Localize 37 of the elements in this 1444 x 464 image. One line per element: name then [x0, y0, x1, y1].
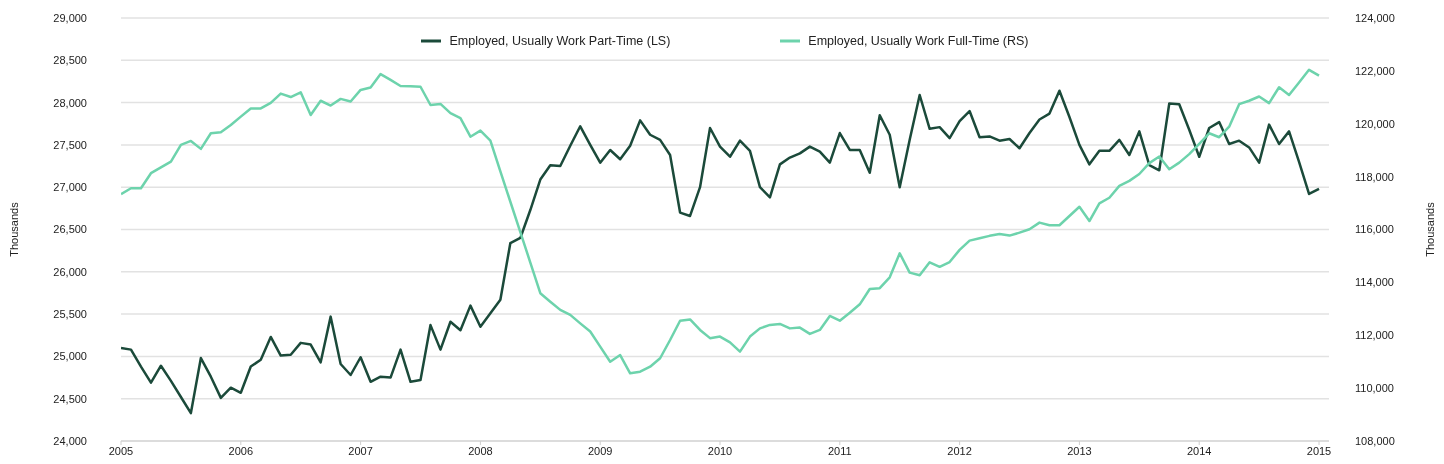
- line-series: [121, 68, 1321, 375]
- y-tick-label: 25,000: [53, 350, 87, 363]
- x-tick-label: 2010: [707, 444, 733, 457]
- y-tick-label: 28,000: [53, 96, 87, 109]
- y-tick-label: 26,000: [53, 265, 87, 278]
- y-tick-label: 24,500: [53, 392, 87, 405]
- x-tick-label: 2007: [348, 444, 373, 457]
- x-tick-label: 2014: [1186, 444, 1212, 457]
- x-tick-label: 2015: [1306, 444, 1332, 457]
- y2-tick-label: 124,000: [1355, 11, 1395, 24]
- x-tick-label: 2013: [1067, 444, 1092, 457]
- y-tick-label: 27,500: [53, 138, 87, 151]
- x-tick-label: 2009: [587, 444, 613, 457]
- y2-tick-label: 116,000: [1355, 223, 1394, 236]
- legend-label: Employed, Usually Work Full-Time (RS): [808, 34, 1029, 48]
- x-tick-label: 2005: [108, 444, 134, 457]
- y2-tick-label: 108,000: [1355, 434, 1395, 447]
- y2-tick-label: 122,000: [1355, 64, 1395, 77]
- y-tick-label: 29,000: [53, 11, 87, 24]
- x-tick-label: 2008: [468, 444, 493, 457]
- x-tick-label: 2011: [827, 444, 852, 457]
- y2-axis-title: Thousands: [1423, 201, 1436, 257]
- y2-tick-label: 112,000: [1355, 329, 1394, 342]
- y-tick-label: 28,500: [53, 54, 87, 67]
- y-tick-label: 27,000: [53, 181, 87, 194]
- y-tick-label: 25,500: [53, 308, 87, 321]
- line-series: [121, 89, 1321, 415]
- y-tick-label: 26,500: [53, 223, 87, 236]
- y2-tick-label: 118,000: [1355, 170, 1394, 183]
- y2-tick-label: 110,000: [1355, 382, 1394, 395]
- x-tick-label: 2012: [947, 444, 972, 457]
- y2-tick-label: 114,000: [1355, 276, 1394, 289]
- y-tick-label: 24,000: [53, 434, 87, 447]
- legend-label: Employed, Usually Work Part-Time (LS): [449, 34, 671, 48]
- y2-tick-label: 120,000: [1355, 117, 1395, 130]
- y-axis-title: Thousands: [7, 201, 20, 257]
- x-tick-label: 2006: [228, 444, 254, 457]
